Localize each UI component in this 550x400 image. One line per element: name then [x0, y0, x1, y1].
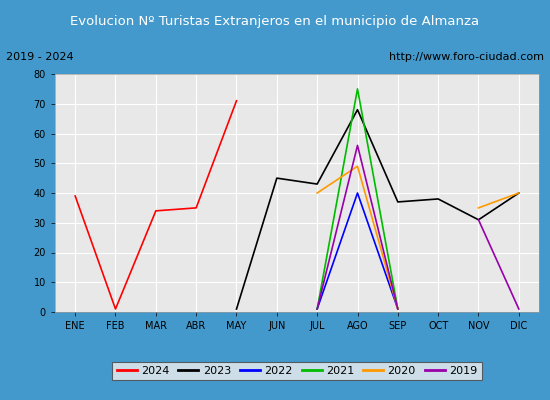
Text: Evolucion Nº Turistas Extranjeros en el municipio de Almanza: Evolucion Nº Turistas Extranjeros en el … — [70, 15, 480, 28]
Legend: 2024, 2023, 2022, 2021, 2020, 2019: 2024, 2023, 2022, 2021, 2020, 2019 — [112, 362, 482, 380]
Text: 2019 - 2024: 2019 - 2024 — [6, 52, 73, 62]
Text: http://www.foro-ciudad.com: http://www.foro-ciudad.com — [389, 52, 544, 62]
